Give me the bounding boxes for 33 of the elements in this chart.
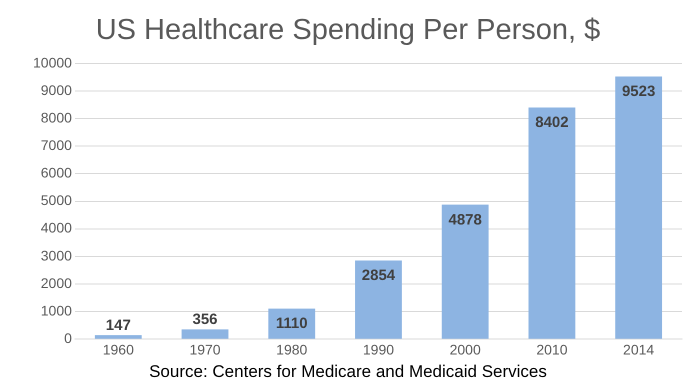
- data-label: 8402: [535, 114, 569, 132]
- bar: [355, 260, 402, 339]
- x-tick-label: 1990: [362, 341, 394, 358]
- data-label: 147: [106, 316, 131, 334]
- y-tick-label: 5000: [40, 192, 72, 208]
- data-label: 2854: [362, 267, 396, 284]
- y-tick-label: 8000: [40, 109, 72, 126]
- y-tick-label: 7000: [40, 137, 72, 153]
- y-tick-label: 1000: [40, 302, 72, 318]
- data-label: 9523: [622, 83, 656, 100]
- y-tick-label: 3000: [40, 247, 72, 264]
- y-tick-label: 2000: [40, 274, 72, 291]
- y-tick-label: 4000: [40, 220, 72, 236]
- chart-title: US Healthcare Spending Per Person, $: [94, 14, 602, 47]
- y-tick-label: 9000: [40, 82, 72, 98]
- x-tick-label: 2010: [536, 341, 568, 358]
- x-tick-label: 1970: [189, 341, 221, 358]
- data-label: 4878: [448, 211, 482, 228]
- y-tick-label: 6000: [40, 164, 72, 181]
- bar: [182, 329, 228, 339]
- x-tick-label: 2000: [450, 341, 481, 358]
- bar: [528, 107, 576, 339]
- y-tick-label: 10000: [32, 54, 72, 70]
- x-tick-label: 1980: [276, 341, 308, 358]
- bar: [615, 76, 662, 339]
- y-tick-label: 0: [64, 330, 72, 346]
- bar: [442, 204, 489, 339]
- data-label: 1110: [276, 315, 308, 332]
- source-note: Source: Centers for Medicare and Medicaid Services: [148, 362, 548, 382]
- x-tick-label: 2014: [623, 341, 654, 358]
- data-label: 356: [192, 311, 218, 328]
- x-tick-label: 1960: [102, 341, 134, 358]
- bar: [94, 335, 142, 339]
